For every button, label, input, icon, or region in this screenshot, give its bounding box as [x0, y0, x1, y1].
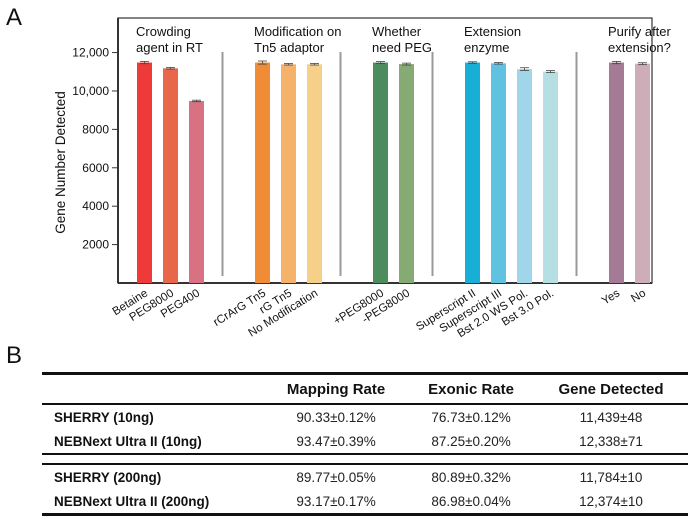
y-tick-label: 10,000 — [72, 84, 109, 98]
bar-rg-tn5 — [281, 64, 296, 283]
gene-detected-cell: 12,338±71 — [534, 429, 688, 455]
table-row: NEBNext Ultra II (10ng) 93.47±0.39% 87.2… — [42, 429, 688, 455]
group-title: Extension — [464, 24, 521, 39]
bar-no-modification — [307, 64, 322, 283]
bar-bst-3-0-pol- — [543, 71, 558, 284]
row-name: NEBNext Ultra II (10ng) — [42, 429, 264, 455]
table-spacer-row — [42, 454, 688, 464]
gene-detected-cell: 11,439±48 — [579, 409, 643, 425]
bar-superscript-ii — [465, 62, 480, 284]
header-exonic-rate: Exonic Rate — [408, 372, 534, 405]
panel-label-a: A — [6, 4, 23, 31]
table-row: SHERRY (200ng) 89.77±0.05% 80.89±0.32% 1… — [42, 463, 688, 489]
comparison-table: Mapping Rate Exonic Rate Gene Detected S… — [42, 372, 688, 516]
group-title: extension? — [608, 40, 671, 55]
comparison-table-container: Mapping Rate Exonic Rate Gene Detected S… — [42, 372, 688, 516]
gene-number-bar-chart: 2000 4000 6000 8000 10,000 12,000 Gene Number … — [53, 17, 672, 340]
exonic-rate-cell: 87.25±0.20% — [408, 429, 534, 455]
mapping-rate-cell: 93.47±0.39% — [264, 429, 409, 455]
group-title: enzyme — [464, 40, 510, 55]
group-title: need PEG — [372, 40, 432, 55]
group-title: Crowding — [136, 24, 191, 39]
group-title: agent in RT — [136, 40, 203, 55]
y-tick-label: 2000 — [82, 238, 109, 252]
mapping-rate-cell: 93.17±0.17% — [264, 489, 409, 516]
mapping-rate-cell: 89.77±0.05% — [264, 463, 409, 489]
panel-label-b: B — [6, 342, 23, 369]
bar-yes — [609, 62, 624, 284]
row-name: SHERRY (200ng) — [42, 463, 264, 489]
header-mapping-rate: Mapping Rate — [264, 372, 409, 405]
bar--peg8000 — [373, 62, 388, 284]
y-tick-label: 6000 — [82, 161, 109, 175]
table-header-row: Mapping Rate Exonic Rate Gene Detected — [42, 372, 688, 405]
exonic-rate-cell: 80.89±0.32% — [408, 463, 534, 489]
bar-bst-2-0-ws-pol- — [517, 69, 532, 283]
x-tick-label: No — [629, 287, 648, 305]
bar-peg8000 — [163, 68, 178, 284]
group-title: Modification on — [254, 24, 341, 39]
y-tick-label: 4000 — [82, 199, 109, 213]
header-sample — [42, 372, 264, 405]
table-row: NEBNext Ultra II (200ng) 93.17±0.17% 86.… — [42, 489, 688, 516]
row-name: SHERRY (10ng) — [54, 409, 154, 425]
group-title: Whether — [372, 24, 422, 39]
table-row: SHERRY (10ng) 90.33±0.12% 76.73±0.12% 11… — [42, 404, 688, 429]
x-tick-label: Yes — [600, 287, 622, 307]
group-title: Purify after — [608, 24, 672, 39]
mapping-rate-cell: 90.33±0.12% — [296, 409, 376, 425]
group-title: Tn5 adaptor — [254, 40, 325, 55]
bar--peg8000 — [399, 64, 414, 283]
y-tick-label: 8000 — [82, 122, 109, 136]
bar-rcrarg-tn5 — [255, 62, 270, 284]
y-tick-label: 12,000 — [72, 46, 109, 60]
exonic-rate-cell: 76.73±0.12% — [431, 409, 511, 425]
y-axis-title: Gene Number Detected — [53, 91, 68, 234]
bar-no — [635, 63, 650, 284]
row-name: NEBNext Ultra II (200ng) — [42, 489, 264, 516]
gene-detected-cell: 11,784±10 — [534, 463, 688, 489]
gene-detected-cell: 12,374±10 — [534, 489, 688, 516]
header-gene-detected: Gene Detected — [534, 372, 688, 405]
bar-superscript-iii — [491, 63, 506, 283]
bar-betaine — [137, 62, 152, 284]
bar-peg400 — [189, 100, 204, 284]
exonic-rate-cell: 86.98±0.04% — [408, 489, 534, 516]
